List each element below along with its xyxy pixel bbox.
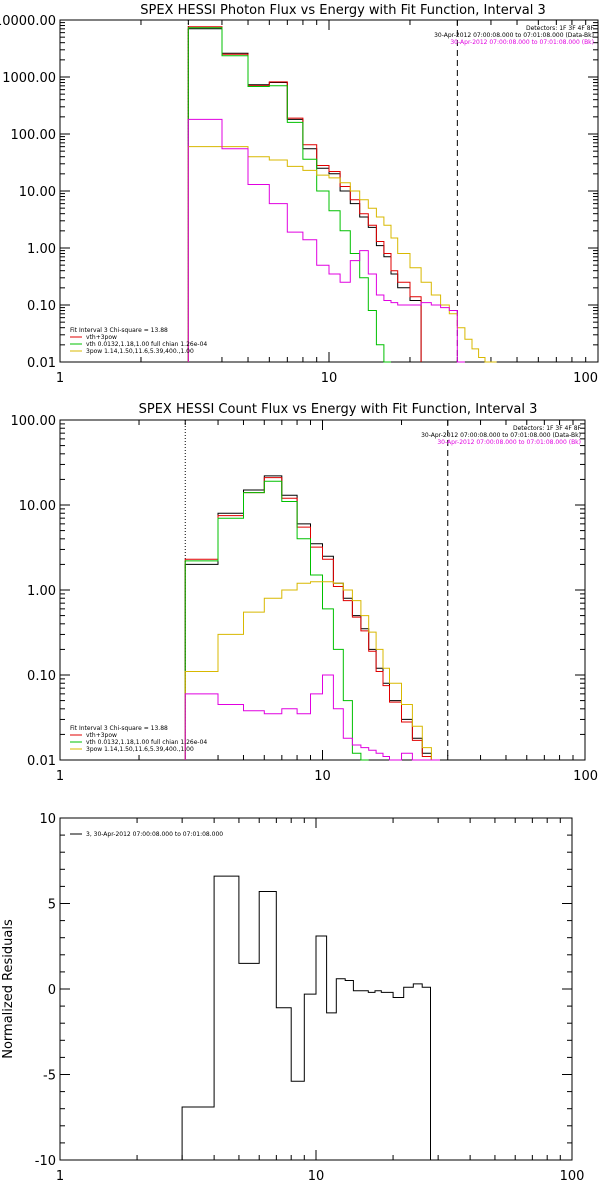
x-tick-label: 1: [56, 1169, 64, 1184]
y-tick-label: 0: [48, 983, 56, 998]
legend: 3, 30-Apr-2012 07:00:08.000 to 07:01:08.…: [70, 831, 223, 838]
legend: Fit Interval 3 Chi-square = 13.88 vth+3p…: [70, 725, 207, 753]
info-line: 30-Apr-2012 07:00:08.000 to 07:01:08.000…: [450, 39, 594, 46]
series-line-4: [187, 118, 465, 363]
series-line-2: [184, 480, 369, 761]
legend-entry: 3pow 1.14,1.50,11.6,5.39,400.,1.00: [86, 746, 194, 753]
x-tick-label: 100: [560, 1169, 585, 1184]
y-tick-label: 1000.00: [2, 71, 56, 86]
info-text: Detectors: 1F 3F 4F 8F 30-Apr-2012 07:00…: [434, 25, 594, 46]
chart-title: SPEX HESSI Count Flux vs Energy with Fit…: [139, 402, 538, 417]
y-tick-label: -10: [35, 1154, 56, 1169]
y-tick-label: 0.10: [27, 669, 56, 684]
y-tick-label: 0.01: [27, 356, 56, 371]
y-tick-label: 10000.00: [0, 14, 56, 29]
y-tick-label: 0.01: [27, 754, 56, 769]
legend-entry: vth 0.0132,1.18,1.00 full chian 1.26e-04: [86, 341, 207, 348]
info-text: Detectors: 1F 3F 4F 8F 30-Apr-2012 07:00…: [421, 425, 581, 446]
y-tick-labels: 0.01 0.10 1.00 10.00 100.00 1000.00 1000…: [0, 14, 56, 371]
y-tick-label: 100.00: [11, 128, 57, 143]
y-tick-label: 0.10: [27, 299, 56, 314]
series-line-1: [184, 477, 440, 761]
legend-entry: 3pow 1.14,1.50,11.6,5.39,400.,1.00: [86, 348, 194, 355]
chart-title: SPEX HESSI Photon Flux vs Energy with Fi…: [140, 3, 546, 18]
legend: Fit Interval 3 Chi-square = 13.88 vth+3p…: [70, 327, 207, 355]
data-series: [187, 26, 497, 363]
y-tick-label: 1.00: [27, 242, 56, 257]
x-tick-label: 10: [308, 1169, 325, 1184]
y-axis-label: Normalized Residuals: [1, 919, 16, 1059]
legend-entry: vth 0.0132,1.18,1.00 full chian 1.26e-04: [86, 739, 207, 746]
y-tick-label: 10.00: [19, 499, 56, 514]
photon-flux-panel: SPEX HESSI Photon Flux vs Energy with Fi…: [0, 3, 599, 386]
info-line: 30-Apr-2012 07:00:08.000 to 07:01:08.000…: [421, 432, 581, 439]
axis-ticks: [59, 817, 573, 1161]
axis-ticks: [59, 19, 599, 363]
x-tick-label: 100: [573, 371, 598, 386]
y-tick-label: -5: [43, 1069, 56, 1084]
x-tick-label: 100: [573, 769, 598, 784]
y-tick-labels: -10 -5 0 5 10: [35, 812, 56, 1169]
y-tick-labels: 0.01 0.10 1.00 10.00 100.00: [11, 414, 57, 769]
series-line-2: [187, 27, 391, 363]
legend-entry: Fit Interval 3 Chi-square = 13.88: [70, 327, 168, 334]
data-series: [184, 475, 440, 761]
x-tick-labels: 1 10 100: [56, 769, 598, 784]
x-tick-label: 10: [314, 769, 331, 784]
legend-entry: 3, 30-Apr-2012 07:00:08.000 to 07:01:08.…: [86, 831, 223, 838]
series-line-4: [184, 674, 440, 761]
x-tick-labels: 1 10 100: [56, 1169, 585, 1184]
count-flux-panel: SPEX HESSI Count Flux vs Energy with Fit…: [11, 402, 599, 784]
data-series: [181, 875, 431, 1160]
x-tick-label: 1: [56, 769, 64, 784]
x-tick-labels: 1 10 100: [56, 371, 598, 386]
energy-range-markers: [184, 420, 449, 760]
series-line-0: [181, 875, 431, 1160]
series-line-3: [184, 581, 440, 761]
legend-entry: Fit Interval 3 Chi-square = 13.88: [70, 725, 168, 732]
y-tick-label: 5: [48, 898, 56, 913]
x-tick-label: 1: [56, 371, 64, 386]
y-tick-label: 10: [39, 812, 56, 827]
y-tick-label: 100.00: [11, 414, 57, 429]
info-line: 30-Apr-2012 07:00:08.000 to 07:01:08.000…: [434, 32, 594, 39]
series-line-1: [187, 26, 422, 362]
residuals-panel: Normalized Residuals -10 -5 0 5 10 1 10 …: [1, 812, 584, 1184]
axis-ticks: [59, 419, 586, 761]
series-line-3: [187, 146, 497, 363]
y-tick-label: 1.00: [27, 584, 56, 599]
y-tick-label: 10.00: [19, 185, 56, 200]
info-line: 30-Apr-2012 07:00:08.000 to 07:01:08.000…: [437, 439, 581, 446]
legend-entry: vth+3pow: [86, 334, 117, 341]
info-line: Detectors: 1F 3F 4F 8F: [513, 425, 582, 432]
x-tick-label: 10: [321, 371, 338, 386]
series-line-0: [187, 28, 422, 362]
legend-entry: vth+3pow: [86, 732, 117, 739]
info-line: Detectors: 1F 3F 4F 8F: [526, 25, 595, 32]
